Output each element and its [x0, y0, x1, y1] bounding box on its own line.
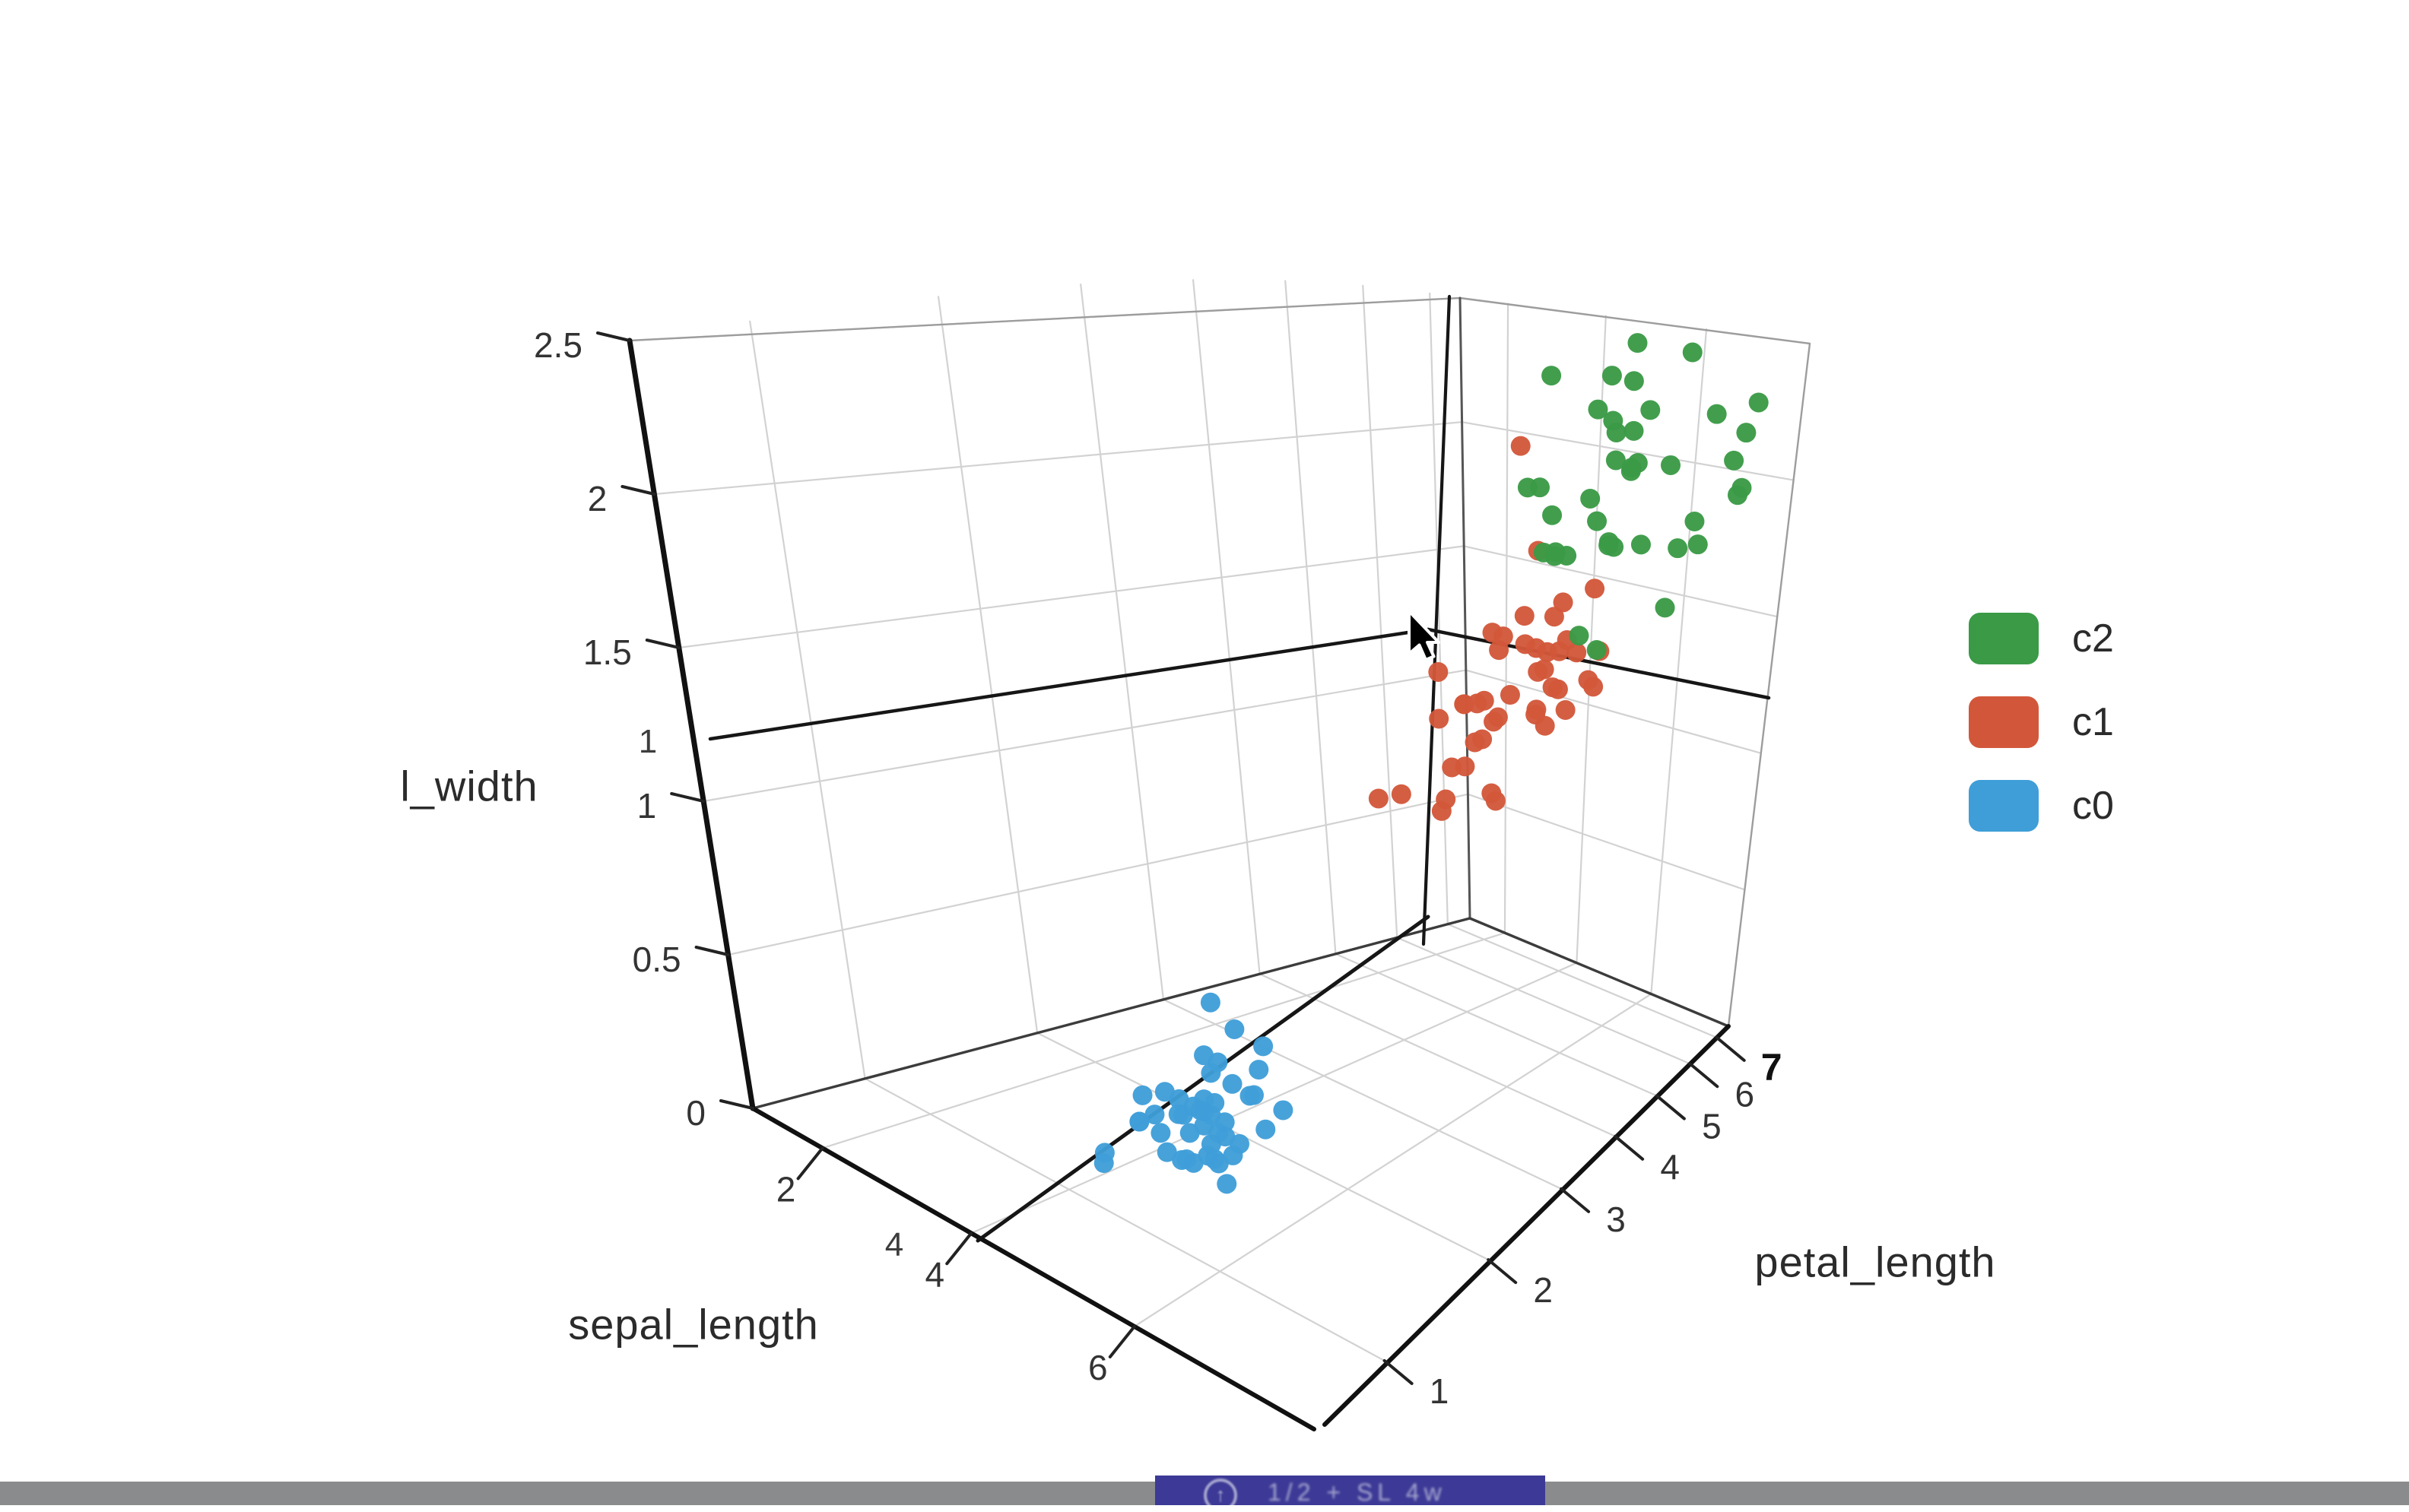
svg-text:7: 7 [1761, 1046, 1782, 1089]
svg-text:2.5: 2.5 [534, 325, 582, 365]
scatter-points-c2 [1517, 333, 1769, 661]
grid-lines [628, 279, 1811, 1362]
svg-text:4: 4 [1660, 1147, 1680, 1187]
legend-item-c1[interactable]: c1 [1969, 696, 2114, 748]
svg-text:1: 1 [639, 723, 657, 760]
svg-text:1: 1 [637, 786, 657, 826]
svg-text:2: 2 [776, 1169, 796, 1209]
svg-text:4: 4 [925, 1254, 944, 1294]
legend-swatch-c2 [1969, 613, 2039, 664]
taskbar-window-peek[interactable]: ↑ 1/2 + SL 4w [1155, 1476, 1545, 1512]
legend: c2 c1 c0 [1969, 613, 2114, 832]
legend-label-c2: c2 [2072, 617, 2114, 661]
legend-swatch-c0 [1969, 780, 2039, 832]
svg-text:6: 6 [1088, 1348, 1108, 1387]
svg-text:4: 4 [885, 1226, 903, 1263]
tick-marks [596, 331, 1746, 1385]
mouse-cursor-icon [1408, 610, 1440, 661]
axis-box-edges [627, 296, 1811, 1431]
svg-text:2: 2 [1533, 1270, 1553, 1310]
overlay-glyphs: 1/2 + SL 4w [1268, 1479, 1446, 1506]
svg-text:0: 0 [686, 1093, 706, 1133]
svg-text:0.5: 0.5 [633, 940, 681, 979]
x-axis-title: sepal_length [568, 1300, 819, 1349]
legend-label-c1: c1 [2072, 700, 2114, 744]
legend-swatch-c1 [1969, 696, 2039, 748]
svg-text:2: 2 [588, 479, 608, 518]
z-axis-title: l_width [400, 762, 538, 810]
svg-text:5: 5 [1702, 1107, 1722, 1146]
legend-item-c0[interactable]: c0 [1969, 780, 2114, 832]
up-arrow-circle-icon: ↑ [1204, 1479, 1237, 1512]
svg-text:1.5: 1.5 [583, 632, 632, 672]
scatter-points-c0 [1093, 992, 1293, 1194]
y-axis-title: petal_length [1754, 1238, 1996, 1286]
scatter-points-c1 [1368, 436, 1610, 821]
legend-item-c2[interactable]: c2 [1969, 613, 2114, 664]
svg-text:1: 1 [1430, 1371, 1449, 1411]
svg-text:6: 6 [1735, 1074, 1755, 1114]
svg-text:3: 3 [1606, 1200, 1626, 1239]
legend-label-c0: c0 [2072, 784, 2114, 828]
